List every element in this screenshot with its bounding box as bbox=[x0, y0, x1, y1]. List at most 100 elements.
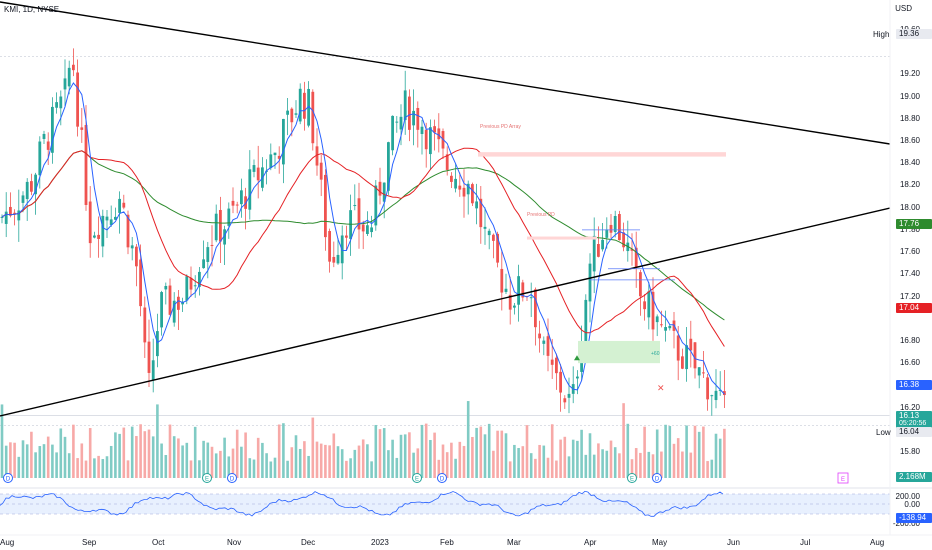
event-badge-label: D bbox=[230, 477, 235, 483]
volume-bar bbox=[559, 439, 562, 478]
volume-bar bbox=[697, 431, 701, 478]
volume-bar bbox=[122, 427, 126, 478]
volume-bar bbox=[643, 426, 646, 478]
candle-body bbox=[681, 356, 684, 369]
volume-bar bbox=[185, 442, 189, 478]
candle-body bbox=[639, 272, 642, 297]
candle-body bbox=[252, 165, 256, 172]
volume-bar bbox=[315, 441, 319, 478]
candle-body bbox=[584, 299, 588, 345]
volume-bar bbox=[651, 454, 655, 478]
volume-bar bbox=[42, 444, 46, 478]
event-badge bbox=[202, 473, 212, 483]
price-tick: 16.20 bbox=[899, 402, 920, 412]
price-tick: 16.80 bbox=[899, 335, 920, 345]
candle-body bbox=[164, 285, 168, 290]
volume-bar bbox=[38, 446, 42, 478]
candle-body bbox=[63, 78, 67, 90]
candle-body bbox=[399, 116, 403, 130]
candle-body bbox=[382, 182, 386, 202]
volume-bar bbox=[361, 439, 365, 478]
volume-bar bbox=[223, 437, 226, 478]
volume-bar bbox=[340, 449, 344, 478]
candle-body bbox=[143, 307, 147, 343]
time-tick: 2023 bbox=[371, 538, 389, 547]
candle-body bbox=[198, 271, 201, 287]
event-badge bbox=[652, 473, 662, 483]
event-badge bbox=[3, 473, 13, 483]
volume-bar bbox=[588, 433, 592, 478]
candle-body bbox=[93, 235, 96, 238]
candle-body bbox=[9, 206, 12, 216]
volume-bar bbox=[639, 452, 642, 478]
volume-bar bbox=[412, 452, 415, 478]
candle-body bbox=[76, 72, 79, 127]
volume-bar bbox=[286, 460, 289, 478]
candle-body bbox=[374, 185, 378, 226]
volume-bar bbox=[189, 460, 193, 478]
volume-bar bbox=[500, 430, 504, 478]
volume-bar bbox=[403, 434, 407, 478]
candle-body bbox=[437, 128, 441, 140]
time-tick: Mar bbox=[507, 538, 521, 547]
volume-bar bbox=[97, 455, 100, 478]
candle-body bbox=[697, 367, 701, 376]
candle-body bbox=[38, 141, 42, 176]
candle-body bbox=[282, 118, 285, 165]
volume-bar bbox=[248, 458, 252, 478]
candle-body bbox=[357, 198, 361, 230]
volume-bar bbox=[660, 451, 663, 478]
volume-bar bbox=[542, 445, 546, 478]
candle-body bbox=[277, 155, 281, 159]
volume-bar bbox=[294, 435, 298, 478]
candle-body bbox=[34, 174, 37, 195]
candle-body bbox=[538, 333, 541, 339]
candle-body bbox=[156, 331, 159, 357]
volume-bar bbox=[227, 456, 231, 478]
previous-pd-label: Previous PD bbox=[527, 212, 555, 218]
price-tick: 19.20 bbox=[899, 69, 920, 79]
candle-body bbox=[160, 292, 163, 328]
candle-body bbox=[227, 208, 231, 226]
volume-bar bbox=[655, 429, 659, 478]
candle-body bbox=[172, 300, 176, 323]
volume-bar bbox=[328, 445, 331, 478]
volume-bar bbox=[387, 450, 390, 478]
candle-body bbox=[294, 113, 298, 115]
volume-bar bbox=[168, 424, 172, 478]
volume-bar bbox=[143, 431, 147, 478]
candle-body bbox=[130, 245, 134, 249]
price-tick: 16.60 bbox=[899, 358, 920, 368]
volume-bar bbox=[487, 423, 491, 478]
volume-bar bbox=[307, 455, 310, 478]
candle-body bbox=[118, 198, 121, 213]
volume-bar bbox=[206, 442, 210, 478]
volume-bar bbox=[513, 444, 516, 478]
high-value-tag: 19.36 bbox=[896, 29, 932, 39]
candle-body bbox=[576, 376, 579, 379]
volume-bar bbox=[550, 424, 554, 478]
candle-body bbox=[529, 297, 533, 299]
time-tick: Sep bbox=[82, 538, 97, 547]
candle-body bbox=[286, 110, 289, 115]
candle-body bbox=[269, 154, 273, 169]
candle-body bbox=[668, 325, 672, 329]
low-label: Low bbox=[876, 428, 891, 437]
ema50-tag: 17.76 bbox=[896, 219, 932, 229]
volume-bar bbox=[466, 401, 470, 478]
volume-bar bbox=[244, 432, 247, 478]
volume-bar bbox=[231, 448, 235, 478]
volume-bar bbox=[496, 430, 499, 478]
candle-body bbox=[4, 211, 8, 224]
candle-body bbox=[563, 398, 567, 403]
candle-body bbox=[13, 212, 16, 214]
volume-bar bbox=[584, 454, 588, 478]
candle-body bbox=[605, 229, 609, 238]
candle-body bbox=[193, 285, 197, 287]
candle-body bbox=[475, 201, 478, 209]
candle-body bbox=[706, 377, 709, 400]
candle-body bbox=[613, 216, 617, 232]
volume-bar bbox=[336, 446, 340, 478]
volume-bar bbox=[55, 452, 58, 478]
